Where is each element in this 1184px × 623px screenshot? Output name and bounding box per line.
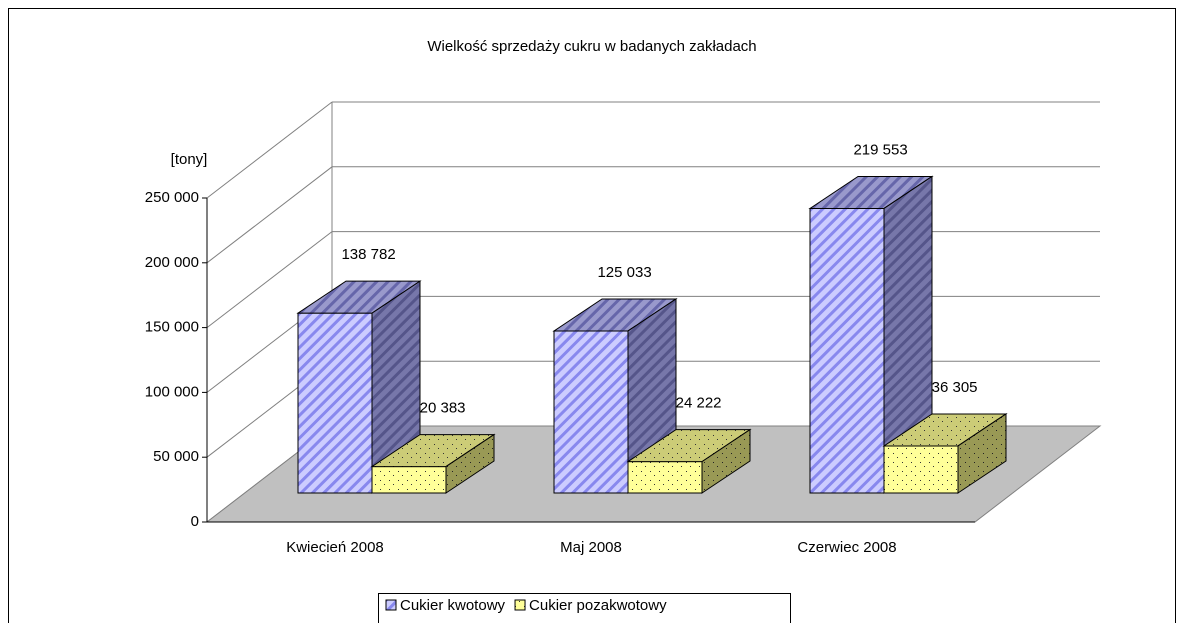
legend [378, 593, 791, 623]
grid-line [206, 101, 333, 199]
bar-front [297, 312, 373, 494]
legend-label: Cukier kwotowy [400, 597, 506, 614]
legend-swatch [385, 599, 397, 611]
bar-front [553, 330, 629, 494]
data-label: 36 305 [932, 379, 978, 396]
data-label: 125 033 [597, 264, 651, 281]
y-tick-label: 250 000 [145, 189, 199, 206]
data-label: 138 782 [341, 246, 395, 263]
grid-line [206, 231, 333, 328]
bar-front [809, 207, 885, 494]
data-label: 24 222 [676, 395, 722, 412]
y-tick-label: 150 000 [145, 319, 199, 336]
legend-label: Cukier pozakwotowy [529, 597, 667, 614]
y-tick-label: 50 000 [153, 448, 199, 465]
y-axis-label: [tony] [171, 151, 208, 168]
x-tick-label: Czerwiec 2008 [797, 539, 896, 556]
grid-line [206, 166, 333, 264]
chart-title: Wielkość sprzedaży cukru w badanych zakł… [427, 38, 756, 55]
bar-front [371, 466, 447, 494]
data-label: 219 553 [853, 141, 907, 158]
x-tick-label: Kwiecień 2008 [286, 539, 384, 556]
x-tick-label: Maj 2008 [560, 539, 622, 556]
bar-side [445, 433, 495, 494]
bar-side [701, 428, 751, 494]
bar-front [627, 461, 703, 494]
bar-side [957, 413, 1007, 494]
y-tick-label: 100 000 [145, 383, 199, 400]
legend-swatch [514, 599, 526, 611]
bar-front [883, 445, 959, 494]
y-tick-label: 200 000 [145, 254, 199, 271]
y-tick-label: 0 [191, 513, 199, 530]
data-label: 20 383 [420, 400, 466, 417]
